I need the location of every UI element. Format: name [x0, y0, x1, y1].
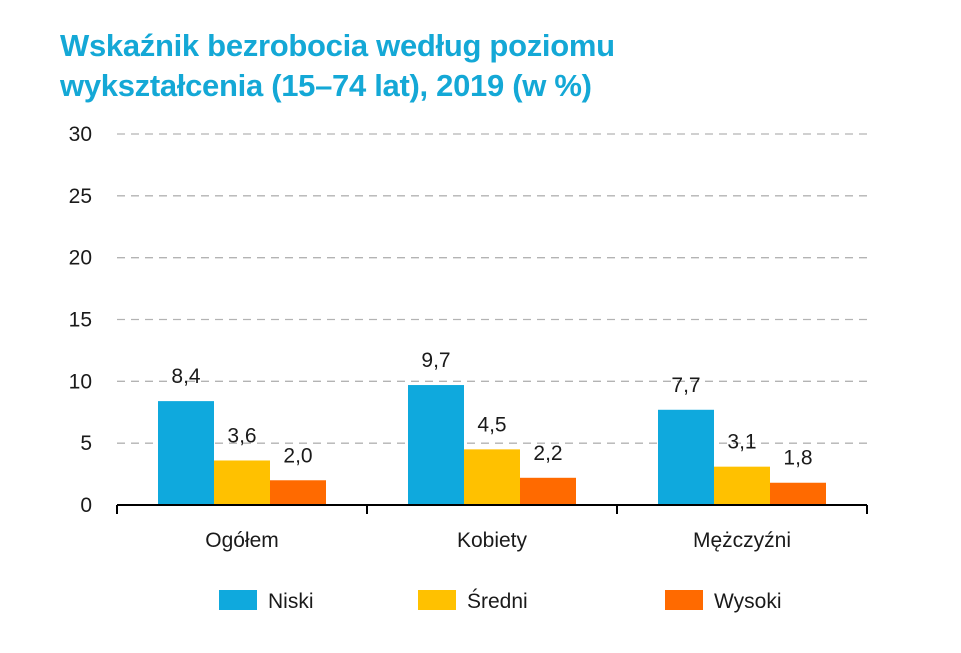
legend-label-średni: Średni	[467, 589, 528, 613]
value-label: 1,8	[783, 447, 812, 470]
bars	[158, 385, 826, 505]
category-label: Mężczyźni	[693, 529, 791, 552]
category-label: Ogółem	[205, 529, 279, 552]
value-label: 2,0	[283, 444, 312, 467]
bar-niski-1	[158, 401, 214, 505]
chart-title-line-1: Wskaźnik bezrobocia według poziomu	[60, 28, 615, 63]
value-labels: 8,4 3,6 2,0 9,7 4,5 2,2 7,7 3,1 1,8	[171, 349, 812, 470]
y-tick-label: 15	[69, 309, 92, 332]
category-label: Kobiety	[457, 529, 528, 552]
x-axis: Ogółem Kobiety Mężczyźni	[116, 504, 868, 552]
value-label: 9,7	[421, 349, 450, 372]
y-tick-label: 0	[80, 494, 92, 517]
value-label: 2,2	[533, 442, 562, 465]
legend-swatch-wysoki	[665, 590, 703, 610]
value-label: 8,4	[171, 365, 201, 388]
legend: Niski Średni Wysoki	[219, 589, 781, 613]
bar-wysoki-2	[520, 477, 576, 505]
bar-średni-3	[714, 466, 770, 505]
bar-średni-2	[464, 449, 520, 505]
y-tick-label: 10	[69, 370, 92, 393]
grid-lines	[117, 133, 867, 444]
bar-wysoki-3	[770, 482, 826, 505]
bar-wysoki-1	[270, 480, 326, 505]
y-tick-label: 25	[69, 185, 92, 208]
y-tick-label: 20	[69, 247, 92, 270]
bar-średni-1	[214, 460, 270, 505]
bar-niski-2	[408, 385, 464, 505]
y-axis-ticks: 0 5 10 15 20 25 30	[69, 123, 92, 517]
value-label: 3,1	[727, 431, 756, 454]
legend-swatch-średni	[418, 590, 456, 610]
chart-title-line-2: wykształcenia (15–74 lat), 2019 (w %)	[60, 68, 592, 103]
value-label: 3,6	[227, 424, 256, 447]
legend-swatch-niski	[219, 590, 257, 610]
legend-label-wysoki: Wysoki	[714, 590, 781, 613]
value-label: 4,5	[477, 413, 506, 436]
value-label: 7,7	[671, 374, 700, 397]
bar-niski-3	[658, 409, 714, 505]
legend-label-niski: Niski	[268, 590, 314, 613]
y-tick-label: 30	[69, 123, 92, 146]
y-tick-label: 5	[80, 432, 92, 455]
chart-title: Wskaźnik bezrobocia według poziomu wyksz…	[60, 26, 920, 106]
